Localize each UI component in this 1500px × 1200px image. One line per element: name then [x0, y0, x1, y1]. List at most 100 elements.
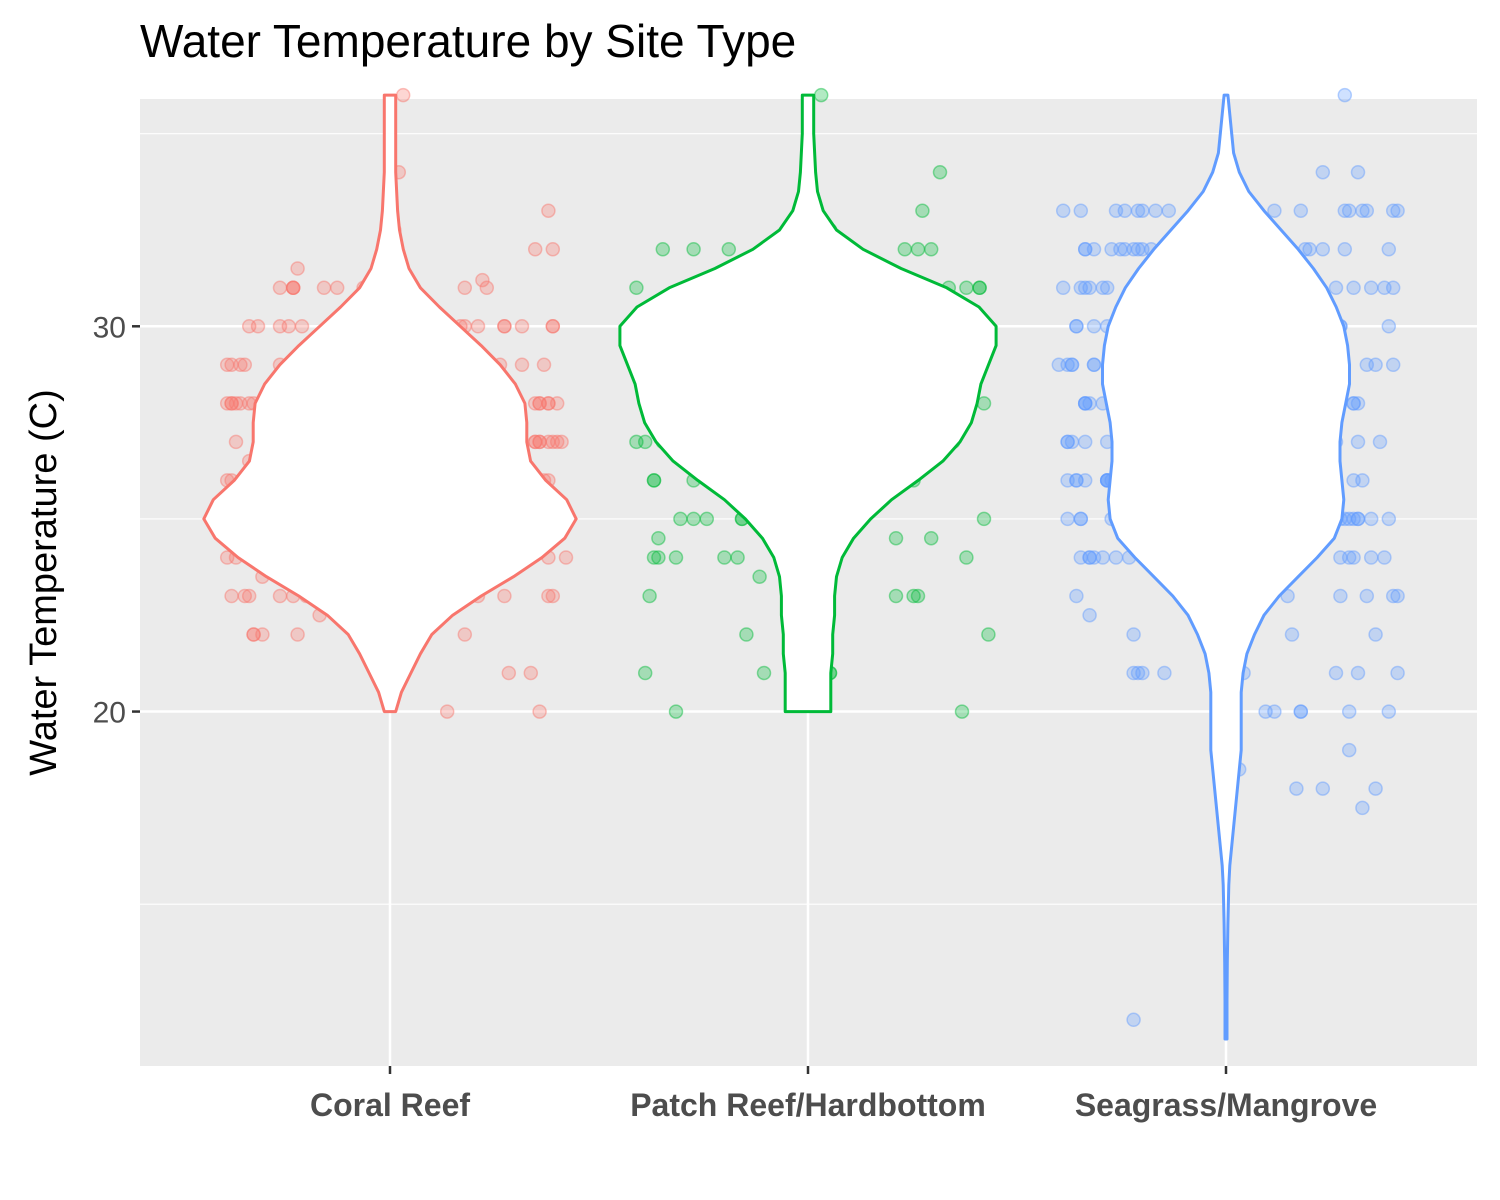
data-point — [1341, 704, 1357, 719]
data-point — [906, 588, 921, 604]
data-point — [1363, 511, 1379, 527]
data-point — [457, 280, 473, 296]
data-point — [1069, 473, 1084, 488]
data-point — [1130, 242, 1146, 257]
violin-shape — [1101, 93, 1351, 1041]
data-point — [1350, 164, 1366, 180]
data-point — [699, 511, 715, 527]
data-point — [1060, 473, 1075, 488]
data-point — [673, 511, 688, 527]
data-point — [554, 434, 569, 450]
data-point — [1060, 434, 1075, 450]
data-point — [1381, 704, 1397, 719]
data-point — [1315, 164, 1331, 180]
data-point — [1077, 396, 1093, 411]
data-point — [1077, 434, 1093, 450]
data-point — [1064, 434, 1080, 450]
data-point — [629, 280, 644, 296]
data-point — [241, 319, 257, 334]
data-point — [1055, 203, 1071, 218]
data-point — [1289, 781, 1304, 796]
data-point — [1117, 242, 1133, 257]
data-point — [954, 704, 970, 719]
data-point — [1060, 434, 1075, 450]
data-point — [1126, 1012, 1141, 1028]
data-point — [1073, 511, 1089, 527]
data-point — [285, 280, 301, 296]
data-point — [545, 319, 561, 334]
data-point — [1350, 396, 1366, 411]
data-point — [1135, 665, 1150, 681]
data-point — [655, 242, 671, 257]
data-point — [501, 665, 517, 681]
data-point — [686, 242, 701, 257]
data-point — [1337, 203, 1353, 218]
data-point — [1108, 203, 1124, 218]
data-point — [475, 272, 490, 288]
data-point — [651, 530, 666, 546]
data-point — [545, 588, 561, 604]
data-point — [1293, 704, 1309, 719]
violin-shape — [202, 93, 578, 714]
data-point — [1390, 665, 1405, 681]
x-tick-label: Coral Reef — [310, 1087, 470, 1123]
data-point — [959, 550, 974, 565]
chart-title: Water Temperature by Site Type — [140, 15, 797, 67]
data-point — [721, 242, 737, 257]
data-point — [1077, 242, 1093, 257]
data-point — [536, 357, 552, 373]
data-point — [1095, 280, 1111, 296]
data-point — [1077, 396, 1093, 411]
data-point — [541, 588, 556, 604]
data-point — [1341, 550, 1357, 565]
data-point — [756, 665, 772, 681]
data-point — [272, 280, 288, 296]
data-point — [1069, 319, 1084, 334]
data-point — [219, 396, 235, 411]
data-point — [651, 550, 666, 565]
data-point — [545, 319, 561, 334]
data-point — [549, 396, 565, 411]
data-point — [813, 87, 829, 103]
data-point — [1161, 203, 1177, 218]
data-point — [439, 704, 455, 719]
data-point — [1350, 511, 1366, 527]
data-point — [1130, 665, 1146, 681]
data-point — [541, 203, 556, 218]
data-point — [910, 242, 926, 257]
data-point — [1126, 665, 1141, 681]
data-point — [241, 588, 257, 604]
data-point — [1082, 607, 1097, 623]
data-point — [932, 164, 948, 180]
data-point — [1359, 203, 1375, 218]
data-point — [250, 319, 266, 334]
data-point — [1381, 319, 1397, 334]
data-point — [224, 588, 239, 604]
data-point — [642, 588, 657, 604]
data-point — [1082, 280, 1097, 296]
data-point — [1390, 203, 1405, 218]
data-point — [1315, 242, 1331, 257]
y-tick-label: 30 — [93, 311, 126, 344]
data-point — [527, 396, 543, 411]
data-point — [316, 280, 332, 296]
data-point — [1099, 280, 1115, 296]
data-point — [1385, 280, 1401, 296]
data-point — [972, 280, 987, 296]
data-point — [1377, 550, 1392, 565]
data-point — [228, 396, 244, 411]
data-point — [233, 357, 248, 373]
violin-shape — [618, 93, 998, 714]
data-point — [1337, 242, 1353, 257]
data-point — [1073, 280, 1089, 296]
data-point — [1337, 87, 1353, 103]
data-point — [558, 550, 574, 565]
data-point — [1086, 357, 1102, 373]
data-point — [668, 550, 684, 565]
data-point — [976, 511, 992, 527]
data-point — [497, 319, 512, 334]
data-point — [532, 704, 547, 719]
data-point — [1095, 550, 1111, 565]
data-point — [752, 569, 767, 584]
